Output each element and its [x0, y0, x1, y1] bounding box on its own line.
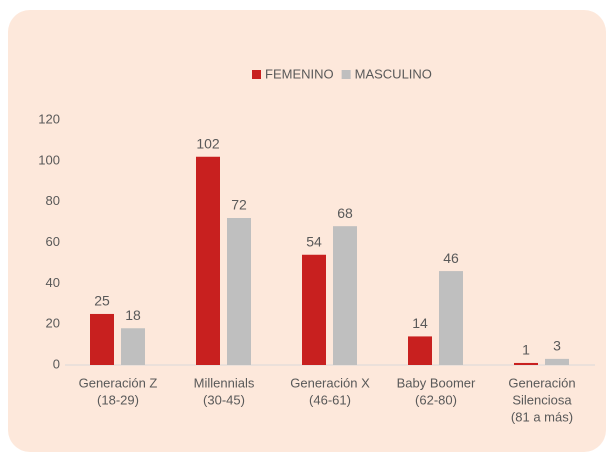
data-label: 3	[553, 338, 561, 354]
data-label: 102	[196, 135, 220, 151]
legend-label: MASCULINO	[355, 66, 432, 81]
y-tick-label: 80	[46, 193, 60, 208]
data-label: 18	[125, 307, 141, 323]
x-tick-label: Silenciosa	[512, 392, 572, 407]
y-tick-label: 120	[38, 111, 60, 126]
data-label: 68	[337, 205, 353, 221]
data-label: 46	[443, 250, 459, 266]
y-tick-label: 60	[46, 234, 60, 249]
bar	[408, 336, 432, 365]
bar	[227, 218, 251, 365]
legend-swatch	[252, 70, 261, 79]
x-tick-label: Baby Boomer	[397, 375, 476, 390]
y-tick-label: 20	[46, 316, 60, 331]
bar	[302, 254, 326, 365]
bar	[333, 226, 357, 365]
data-label: 1	[522, 342, 530, 358]
data-label: 14	[412, 315, 428, 331]
bar	[439, 271, 463, 365]
x-tick-label: Generación X	[290, 375, 370, 390]
data-label: 25	[94, 293, 110, 309]
y-tick-label: 0	[53, 356, 60, 371]
bar	[545, 358, 569, 365]
bar	[196, 156, 220, 365]
bar	[90, 313, 114, 365]
x-tick-label: Millennials	[194, 375, 255, 390]
data-label: 54	[306, 233, 322, 249]
y-tick-label: 100	[38, 152, 60, 167]
x-tick-label: Generación	[508, 375, 575, 390]
bar	[514, 362, 538, 365]
x-tick-label: Generación Z	[79, 375, 158, 390]
legend-label: FEMENINO	[265, 66, 334, 81]
x-tick-label: (30-45)	[203, 392, 245, 407]
x-tick-label: (18-29)	[97, 392, 139, 407]
data-label: 72	[231, 197, 247, 213]
bar	[121, 328, 145, 365]
legend-swatch	[341, 70, 351, 79]
x-tick-label: (81 a más)	[511, 409, 573, 424]
x-tick-label: (46-61)	[309, 392, 351, 407]
x-tick-label: (62-80)	[415, 392, 457, 407]
y-tick-label: 40	[46, 275, 60, 290]
